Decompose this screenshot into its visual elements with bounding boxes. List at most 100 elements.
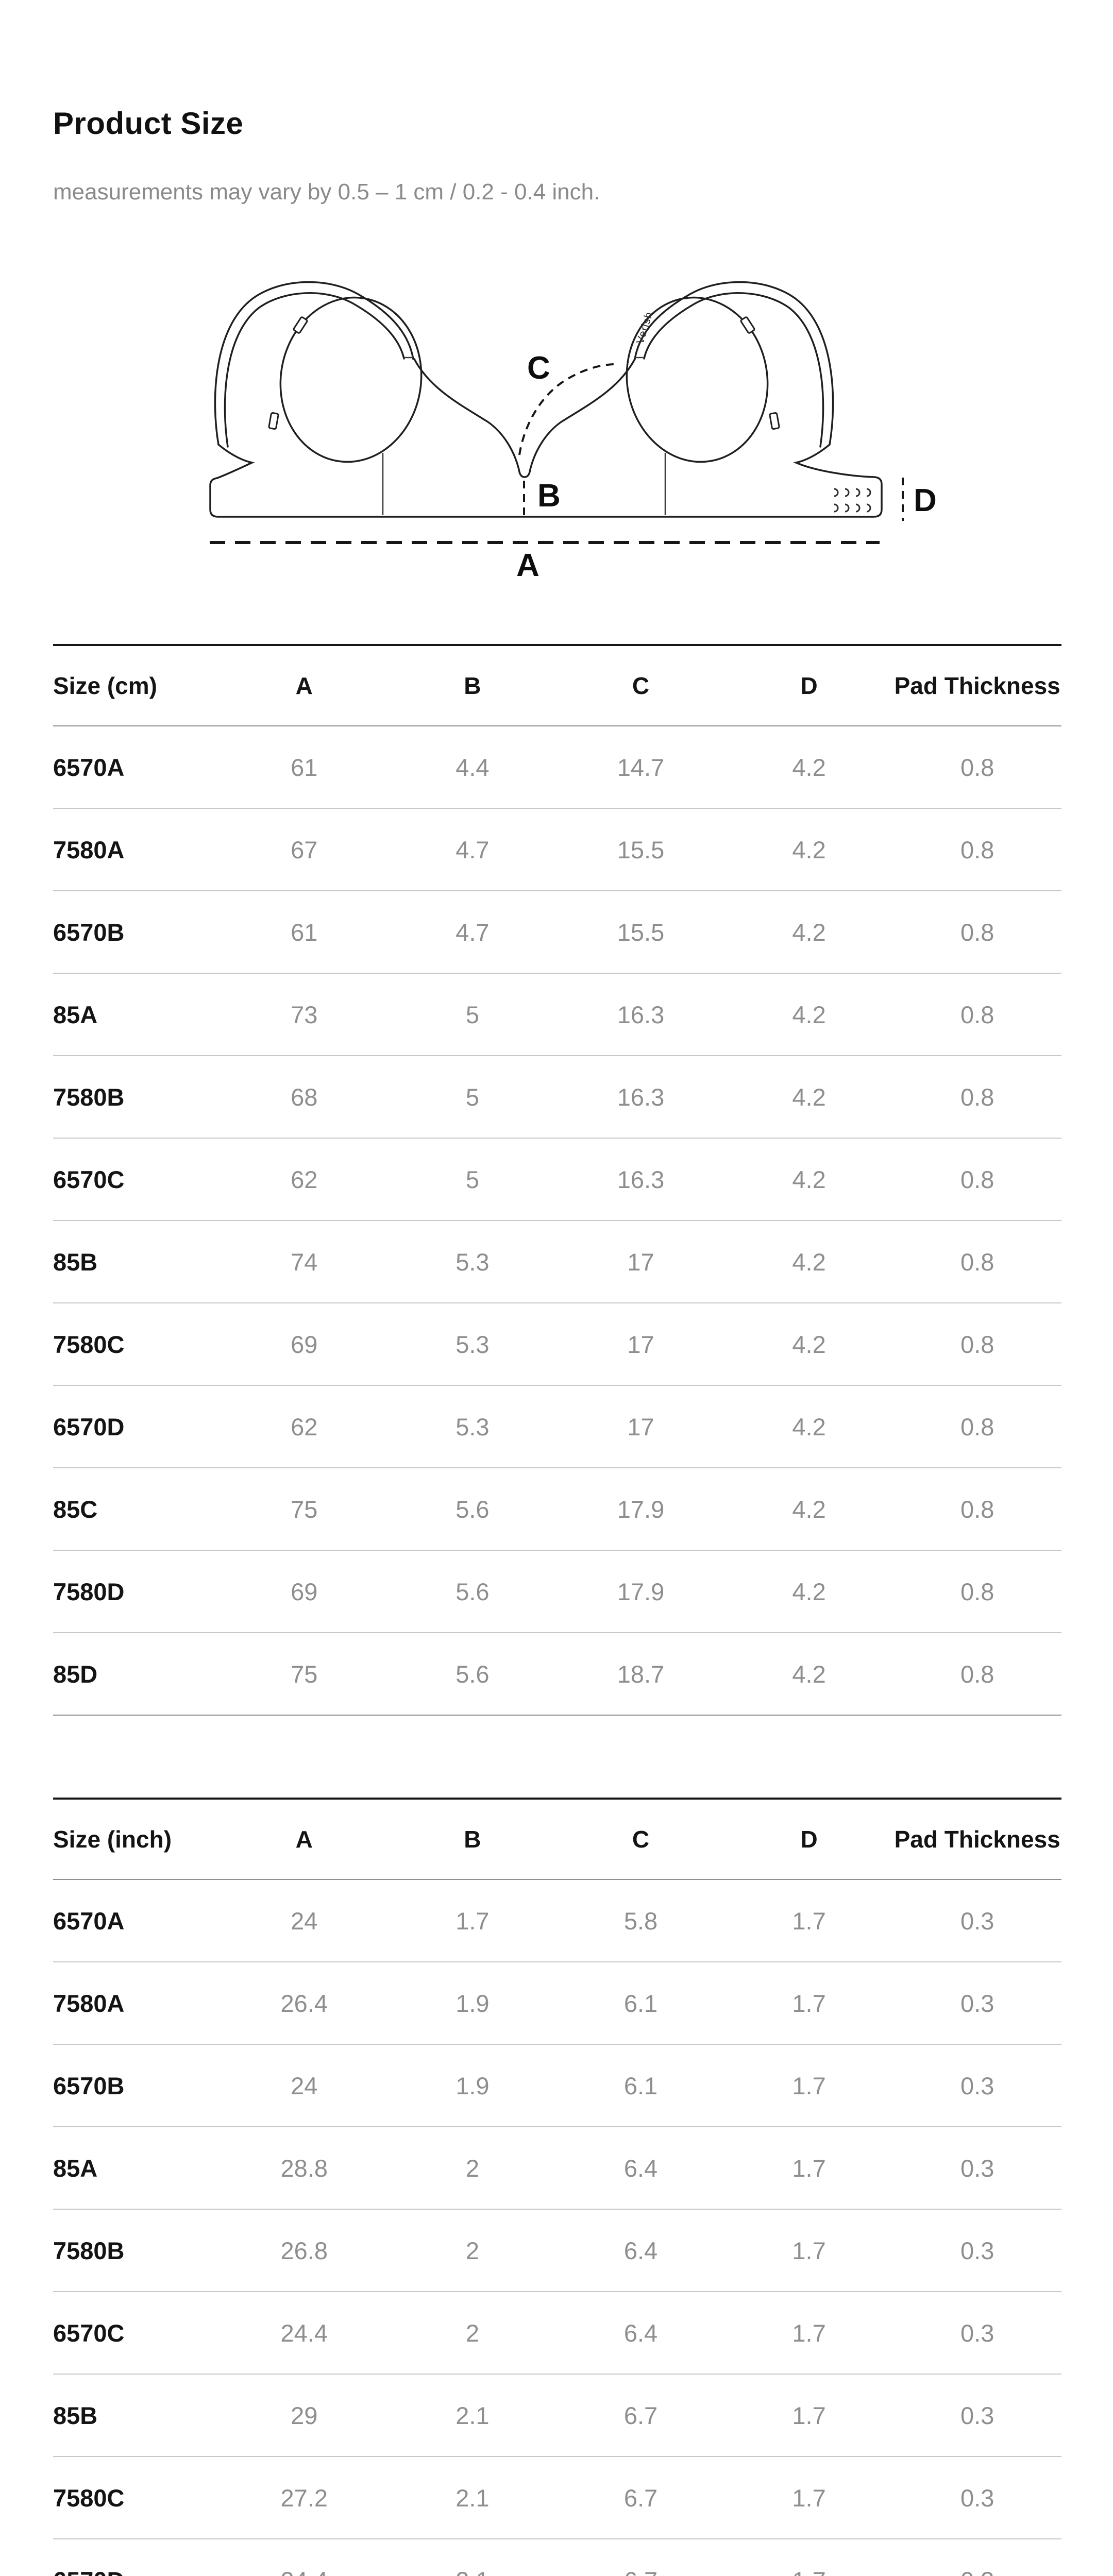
- size-label: 85B: [53, 1248, 98, 1276]
- table-row: 6570D 62 5.3 17 4.2 0.8: [53, 1385, 1061, 1468]
- size-unit-header: Size (inch): [53, 1799, 220, 1880]
- table-row: 6570A 24 1.7 5.8 1.7 0.3: [53, 1879, 1061, 1962]
- measurement-value: 28.8: [280, 2154, 328, 2182]
- size-label: 7580B: [53, 2236, 125, 2264]
- table-row: 7580C 69 5.3 17 4.2 0.8: [53, 1303, 1061, 1385]
- measurement-value: 1.7: [792, 2319, 826, 2347]
- measurement-value: 5: [465, 1165, 479, 1193]
- measurement-value: 0.8: [960, 1001, 994, 1028]
- measurement-value: 68: [291, 1083, 318, 1111]
- page-title: Product Size: [53, 106, 244, 141]
- measurement-value: 1.7: [792, 1907, 826, 1935]
- bra-measurement-diagram: C B A D Verish: [204, 281, 937, 585]
- size-label: 6570C: [53, 1165, 125, 1193]
- right-strap-outer: [634, 281, 834, 446]
- table-row: 85D 75 5.6 18.7 4.2 0.8: [53, 1633, 1061, 1715]
- measurement-value: 16.3: [617, 1165, 665, 1193]
- measurement-value: 0.3: [960, 2319, 994, 2347]
- measure-c-guide: [518, 363, 614, 455]
- measurement-value: 0.8: [960, 1330, 994, 1358]
- measure-label-d: D: [914, 483, 937, 518]
- measurement-value: 17: [627, 1413, 654, 1440]
- table-row: 7580A 67 4.7 15.5 4.2 0.8: [53, 808, 1061, 891]
- measurement-value: 69: [291, 1578, 318, 1605]
- measurement-value: 18.7: [617, 1660, 665, 1688]
- table-row: 6570A 61 4.4 14.7 4.2 0.8: [53, 726, 1061, 808]
- measurement-value: 4.2: [792, 1413, 826, 1440]
- table-row: 6570B 61 4.7 15.5 4.2 0.8: [53, 891, 1061, 973]
- measurement-value: 1.9: [456, 1989, 490, 2017]
- size-label: 85C: [53, 1495, 98, 1523]
- table-row: 7580C 27.2 2.1 6.7 1.7 0.3: [53, 2456, 1061, 2539]
- size-label: 7580C: [53, 2484, 125, 2512]
- measurement-value: 6.7: [556, 2539, 725, 2576]
- column-header: A: [220, 1799, 389, 1880]
- measurement-value: 4.2: [792, 1001, 826, 1028]
- measurement-value: 29: [291, 2401, 318, 2429]
- size-label: 6570D: [53, 2539, 220, 2576]
- left-strap-inner: [224, 292, 405, 448]
- measurement-value: 16.3: [617, 1083, 665, 1111]
- measurement-value: 6.7: [623, 2484, 658, 2512]
- size-label: 7580A: [53, 836, 125, 863]
- table-row: 85B 74 5.3 17 4.2 0.8: [53, 1221, 1061, 1303]
- measurement-value: 6.1: [623, 2072, 658, 2099]
- column-header: A: [220, 645, 389, 726]
- size-unit-header: Size (cm): [53, 645, 220, 726]
- measurement-value: 4.4: [456, 753, 490, 781]
- measure-label-c: C: [527, 350, 550, 386]
- column-header: B: [388, 645, 557, 726]
- measurement-value: 6.4: [623, 2154, 658, 2182]
- measurement-value: 61: [291, 918, 318, 946]
- measurement-value: 0.3: [960, 2236, 994, 2264]
- measurement-value: 15.5: [617, 836, 665, 863]
- right-cup: [626, 296, 769, 463]
- table-row: 85A 28.8 2 6.4 1.7 0.3: [53, 2127, 1061, 2209]
- table-header-row: Size (cm) A B C D Pad Thickness: [53, 645, 1061, 726]
- measurement-value: 16.3: [617, 1001, 665, 1028]
- measurement-value: 5.8: [623, 1907, 658, 1935]
- measurement-value: 4.2: [792, 1495, 826, 1523]
- table-row: 6570C 24.4 2 6.4 1.7 0.3: [53, 2292, 1061, 2374]
- measurement-value: 24.4: [280, 2319, 328, 2347]
- right-strap-slider-upper: [740, 316, 755, 334]
- measurement-value: 2: [465, 2319, 479, 2347]
- table-row: 6570D24.42.16.71.70.3: [53, 2539, 1061, 2576]
- measurement-value: 67: [291, 836, 318, 863]
- measurement-value: 0.3: [960, 2484, 994, 2512]
- measurement-value: 61: [291, 753, 318, 781]
- measurement-value: 1.7: [792, 2401, 826, 2429]
- left-strap-slider-upper: [293, 316, 308, 334]
- measurement-value: 0.3: [960, 2072, 994, 2099]
- measurement-value: 4.2: [792, 836, 826, 863]
- measurement-value: 62: [291, 1165, 318, 1193]
- measurement-value: 0.8: [960, 1413, 994, 1440]
- measurement-value: 5.6: [456, 1578, 490, 1605]
- measurement-value: 1.7: [792, 1989, 826, 2017]
- measurement-value: 5.3: [456, 1248, 490, 1276]
- measurement-value: 27.2: [280, 2484, 328, 2512]
- measurement-value: 14.7: [617, 753, 665, 781]
- measurement-value: 4.7: [456, 836, 490, 863]
- measurement-value: 4.2: [792, 1578, 826, 1605]
- measurement-value: 1.7: [456, 1907, 490, 1935]
- table-row: 7580B 26.8 2 6.4 1.7 0.3: [53, 2209, 1061, 2292]
- hook-eye-closure: [834, 488, 871, 513]
- measurement-value: 74: [291, 1248, 318, 1276]
- measurement-value: 0.3: [893, 2539, 1061, 2576]
- table-row: 6570C 62 5 16.3 4.2 0.8: [53, 1138, 1061, 1221]
- right-strap-slider-lower: [769, 412, 780, 430]
- neckline-gore-outline: [413, 358, 636, 478]
- left-strap-outer: [214, 281, 414, 446]
- left-wing-curve: [216, 444, 255, 479]
- measurement-value: 0.8: [960, 836, 994, 863]
- measurement-value: 1.7: [725, 2539, 893, 2576]
- measurement-value: 4.2: [792, 1330, 826, 1358]
- measurement-value: 1.7: [792, 2484, 826, 2512]
- table-row: 7580B 68 5 16.3 4.2 0.8: [53, 1056, 1061, 1138]
- measure-label-a: A: [516, 548, 539, 583]
- size-label: 6570A: [53, 1907, 125, 1935]
- measurement-value: 0.3: [960, 2401, 994, 2429]
- size-label: 85B: [53, 2401, 98, 2429]
- measurement-value: 0.3: [960, 2154, 994, 2182]
